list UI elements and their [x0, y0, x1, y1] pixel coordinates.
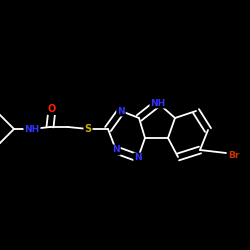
Text: NH: NH [24, 124, 40, 134]
Text: N: N [112, 146, 120, 154]
Text: O: O [48, 104, 56, 114]
Text: Br: Br [228, 150, 240, 160]
Text: NH: NH [150, 98, 166, 108]
Text: N: N [134, 154, 142, 162]
Text: N: N [117, 106, 125, 116]
Text: S: S [84, 124, 91, 134]
